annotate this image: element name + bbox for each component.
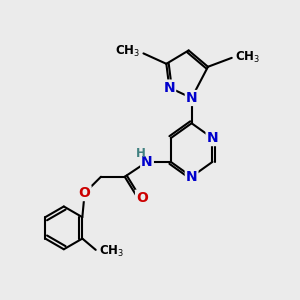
Text: O: O: [79, 186, 91, 200]
Text: CH$_3$: CH$_3$: [235, 50, 260, 65]
Text: N: N: [164, 81, 175, 94]
Text: N: N: [141, 155, 153, 169]
Text: N: N: [207, 131, 218, 145]
Text: CH$_3$: CH$_3$: [115, 44, 140, 59]
Text: O: O: [136, 190, 148, 205]
Text: N: N: [186, 170, 197, 184]
Text: N: N: [186, 91, 197, 105]
Text: H: H: [136, 147, 146, 160]
Text: CH$_3$: CH$_3$: [99, 244, 124, 259]
